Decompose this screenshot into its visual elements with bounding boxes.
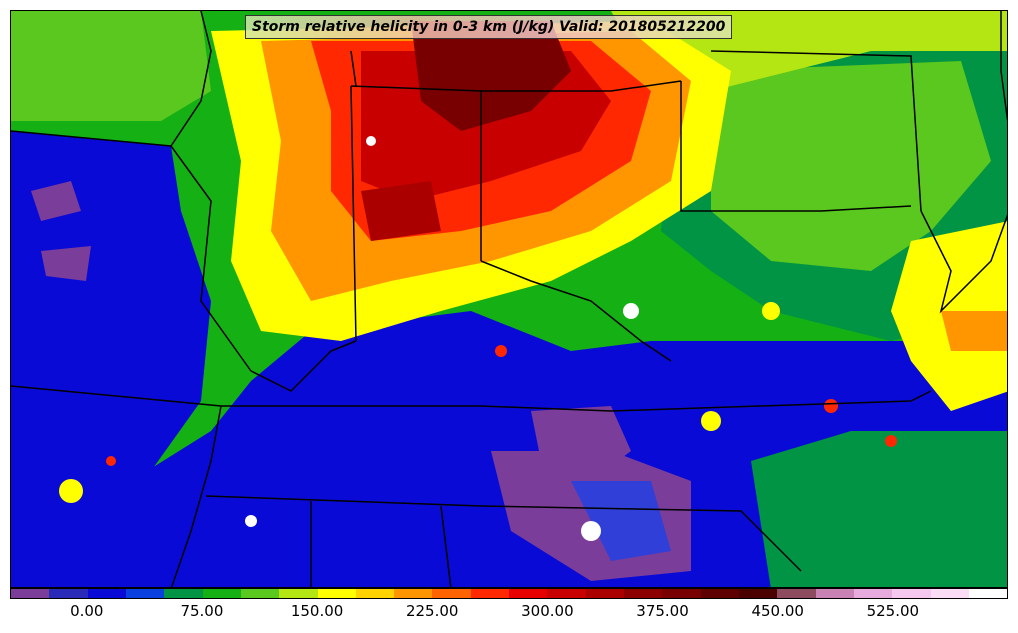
colorbar-tick-label: 375.00	[636, 602, 689, 620]
spot-white-3	[245, 515, 257, 527]
boundary-14	[480, 260, 672, 362]
colorbar-tick-label: 0.00	[70, 602, 104, 620]
field-lightgreen-east	[711, 61, 991, 271]
colorbar-segment	[777, 589, 816, 598]
spot-yellow-2	[701, 411, 721, 431]
colorbar-segment	[930, 589, 969, 598]
colorbar-segment	[49, 589, 88, 598]
boundary-7	[481, 80, 682, 92]
colorbar-segment	[968, 589, 1008, 598]
state-boundaries	[11, 11, 1007, 587]
map-canvas	[11, 11, 1007, 587]
boundary-12	[440, 505, 452, 587]
boundary-17	[1000, 11, 1007, 122]
field-purple-west-2	[41, 246, 91, 281]
spot-yellow-1	[59, 479, 83, 503]
colorbar-segment	[470, 589, 510, 598]
colorbar-segment	[815, 589, 854, 598]
field-maroon-core-2	[361, 181, 441, 241]
field-maroon-core	[411, 21, 571, 131]
colorbar-segment	[164, 589, 203, 598]
boundary-8	[680, 81, 912, 212]
boundary-13	[350, 50, 357, 87]
colorbar-segment	[125, 589, 165, 598]
boundary-9	[710, 50, 922, 212]
colorbar-segment	[738, 589, 778, 598]
colorbar-segment	[11, 589, 50, 598]
colorbar-segment	[853, 589, 893, 598]
colorbar-segment	[355, 589, 395, 598]
colorbar-segment	[279, 589, 318, 598]
boundary-4	[221, 390, 932, 412]
colorbar-segment	[87, 589, 126, 598]
colorbar-segment	[700, 589, 739, 598]
boundary-15	[250, 340, 357, 392]
colorbar-segment	[394, 589, 433, 598]
spot-white-4	[366, 136, 376, 146]
colorbar	[10, 588, 1008, 599]
field-blue-west	[11, 131, 211, 531]
colorbar-segment	[317, 589, 356, 598]
colorbar-ticks: 0.00 75.00 150.00 225.00 300.00 375.00 450.00 5…	[10, 602, 1008, 624]
colorbar-segment	[892, 589, 931, 598]
field-blue-ga	[571, 481, 671, 561]
colorbar-segment	[624, 589, 663, 598]
boundary-2	[170, 145, 252, 372]
field-purple-west	[31, 181, 81, 221]
spot-yellow-3	[762, 302, 780, 320]
colorbar-segment	[432, 589, 471, 598]
colorbar-tick-label: 300.00	[521, 602, 574, 620]
colorbar-segment	[547, 589, 586, 598]
boundary-6	[350, 85, 357, 342]
field-blue-south	[11, 311, 1007, 587]
boundary-16	[920, 210, 1007, 314]
boundary-10	[205, 495, 802, 572]
map-title: Storm relative helicity in 0-3 km (J/kg)…	[245, 15, 733, 39]
field-green-west	[11, 11, 211, 121]
spot-red-1	[824, 399, 838, 413]
colorbar-tick-label: 225.00	[405, 602, 459, 620]
colorbar-tick-label: 150.00	[290, 602, 344, 620]
field-green-southeast	[751, 431, 1007, 587]
helicity-map	[10, 10, 1008, 588]
colorbar-segment	[662, 589, 701, 598]
colorbar-segment	[202, 589, 241, 598]
colorbar-segment	[585, 589, 624, 598]
colorbar-tick-label: 525.00	[866, 602, 920, 620]
boundary-19	[170, 405, 222, 587]
spot-white-1	[581, 521, 601, 541]
map-title-text: Storm relative helicity in 0-3 km (J/kg)…	[252, 19, 726, 35]
spot-red-3	[106, 456, 116, 466]
colorbar-tick-label: 75.00	[180, 602, 224, 620]
colorbar-tick-label: 450.00	[751, 602, 804, 620]
boundary-18	[170, 11, 212, 147]
colorbar-segment	[240, 589, 280, 598]
field-orange-east	[941, 311, 1007, 351]
boundary-1	[11, 130, 172, 147]
spot-red-4	[495, 345, 507, 357]
spot-red-2	[885, 435, 897, 447]
boundary-3	[11, 385, 222, 407]
spot-white-2	[623, 303, 639, 319]
colorbar-segment	[509, 589, 548, 598]
